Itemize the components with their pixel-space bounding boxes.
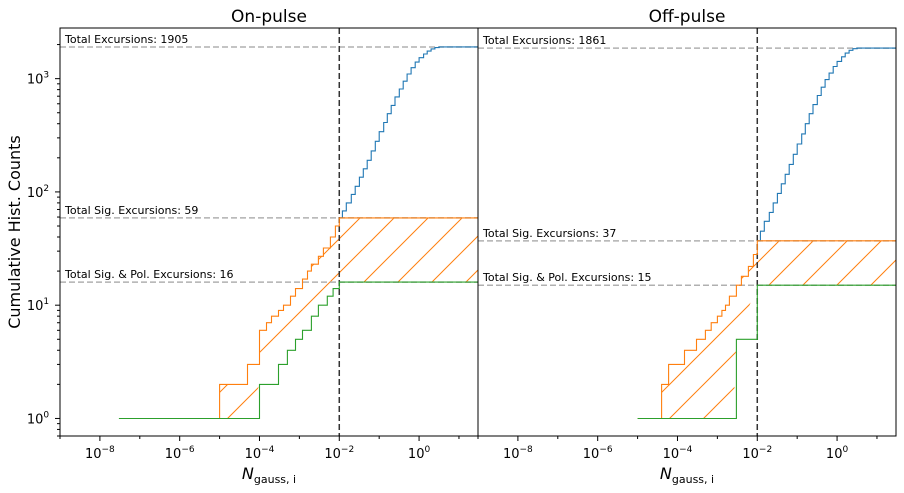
- series-sig: [637, 240, 896, 420]
- y-tick-label: 102: [27, 184, 49, 201]
- x-tick-label: 10−2: [742, 445, 772, 462]
- x-axis-label: Ngauss, i: [660, 464, 714, 486]
- reference-label: Total Sig. & Pol. Excursions: 16: [64, 268, 234, 281]
- y-axis-label: Cumulative Hist. Counts: [5, 135, 24, 329]
- reference-label: Total Sig. Excursions: 37: [482, 227, 616, 240]
- hatched-region: [207, 217, 478, 436]
- x-tick-label: 10−8: [85, 445, 115, 462]
- tick-layer-off-pulse: Total Excursions: 1861 Total Sig. Excursi…: [477, 34, 878, 462]
- panel-title: On-pulse: [231, 7, 307, 27]
- series-sigpol: [637, 284, 896, 420]
- y-tick-label: 100: [27, 410, 50, 427]
- series-total: [339, 46, 478, 219]
- reference-label: Total Sig. & Pol. Excursions: 15: [482, 271, 652, 284]
- reference-label: Total Excursions: 1861: [482, 34, 606, 47]
- panel-on-pulse: On-pulse Total Excursions: 1905 Total Sig…: [27, 7, 479, 486]
- panel-off-pulse: Off-pulse Total Excursions: 1861 Total Si…: [477, 7, 897, 486]
- tick-layer-on-pulse: Total Excursions: 1905 Total Sig. Excursi…: [27, 33, 460, 462]
- reference-label: Total Sig. Excursions: 59: [64, 204, 198, 217]
- panel-title: Off-pulse: [649, 7, 726, 27]
- reference-label: Total Excursions: 1905: [64, 33, 188, 46]
- hatched-region: [637, 240, 896, 436]
- x-tick-label: 10−6: [583, 445, 613, 462]
- series-sig: [207, 217, 478, 420]
- axes-frame: [477, 27, 897, 437]
- x-tick-label: 10−4: [245, 445, 275, 462]
- x-tick-label: 10−6: [165, 445, 195, 462]
- x-tick-label: 100: [826, 445, 849, 462]
- x-tick-label: 10−2: [324, 445, 354, 462]
- x-tick-label: 10−8: [503, 445, 533, 462]
- x-axis-label: Ngauss, i: [242, 464, 296, 486]
- plot-layer-on-pulse: [60, 28, 478, 436]
- series-sigpol: [118, 281, 478, 420]
- x-tick-label: 10−4: [663, 445, 693, 462]
- series-total: [757, 47, 896, 242]
- y-tick-label: 101: [27, 297, 49, 314]
- x-tick-label: 100: [408, 445, 431, 462]
- plot-layer-off-pulse: [478, 28, 896, 436]
- y-tick-label: 103: [27, 71, 49, 88]
